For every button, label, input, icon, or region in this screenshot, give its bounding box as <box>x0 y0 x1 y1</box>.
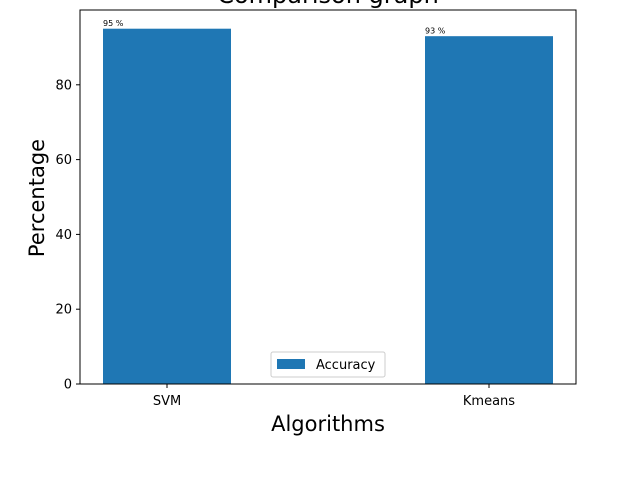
data-label-kmeans: 93 % <box>425 27 446 36</box>
x-tick-label: Kmeans <box>463 394 515 409</box>
data-labels: 95 % 93 % <box>103 19 446 35</box>
legend-label: Accuracy <box>316 358 376 373</box>
y-tick-label: 0 <box>64 378 72 393</box>
bars <box>103 28 553 385</box>
y-tick-label: 60 <box>55 153 72 168</box>
bar-svm <box>103 28 231 384</box>
y-axis-ticks: 0 20 40 60 80 <box>55 78 80 393</box>
y-axis-title: Percentage <box>25 139 49 257</box>
legend: Accuracy <box>270 351 386 378</box>
data-label-svm: 95 % <box>103 19 124 28</box>
chart-title: Comparison graph <box>217 0 439 9</box>
legend-frame <box>270 351 386 378</box>
legend-swatch <box>277 359 305 369</box>
x-axis-ticks: SVM Kmeans <box>153 384 515 409</box>
x-tick-label: SVM <box>153 394 181 409</box>
y-tick-label: 40 <box>55 228 72 243</box>
bar-kmeans <box>425 36 553 385</box>
y-tick-label: 20 <box>55 303 72 318</box>
plot-area-frame <box>79 9 577 385</box>
x-axis-title: Algorithms <box>271 412 385 436</box>
y-tick-label: 80 <box>55 78 72 93</box>
